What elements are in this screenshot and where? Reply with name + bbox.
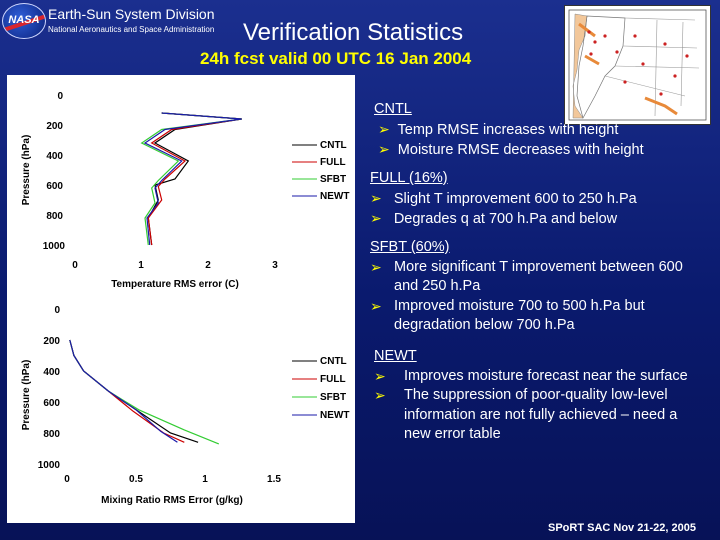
- legend-label-full: FULL: [320, 374, 346, 385]
- temp-ytick: 400: [46, 151, 63, 162]
- moist-xtick: 0: [64, 474, 70, 485]
- list-item: ➢ Slight T improvement 600 to 250 h.Pa: [370, 189, 710, 210]
- station-map: [564, 5, 711, 125]
- moist-legend: CNTL FULL SFBT NEWT: [292, 356, 349, 421]
- moist-ylabel: Pressure (hPa): [21, 360, 32, 431]
- series-line-sfbt: [69, 339, 220, 445]
- series-line-sfbt: [140, 112, 242, 246]
- moist-xtick: 1: [202, 474, 208, 485]
- list-item: ➢ The suppression of poor-quality low-lev…: [374, 386, 714, 445]
- legend-label-cntl: CNTL: [320, 140, 347, 151]
- temp-xtick: 2: [205, 260, 211, 271]
- moist-xtick: 0.5: [129, 474, 143, 485]
- arrow-bullet-icon: ➢: [370, 189, 382, 206]
- notes-heading: FULL (16%): [370, 170, 448, 186]
- notes-heading: SFBT (60%): [370, 239, 450, 255]
- temp-xtick: 3: [272, 260, 278, 271]
- arrow-bullet-icon: ➢: [378, 141, 390, 157]
- moisture-chart: 0 200 400 600 800 1000 0 0.5 1 1.5 Mixin…: [21, 305, 349, 506]
- note-text: Improved moisture 700 to 500 h.Pa but de…: [394, 297, 645, 334]
- plots-panel: 0 200 400 600 800 1000 0 1 2 3 Temperatu…: [7, 75, 355, 523]
- legend-label-newt: NEWT: [320, 191, 349, 202]
- moist-ytick: 200: [43, 336, 60, 347]
- list-item: ➢ More significant T improvement between …: [370, 258, 715, 297]
- list-item: ➢ Improves moisture forecast near the sur…: [374, 367, 714, 387]
- page-title: Verification Statistics: [243, 19, 464, 46]
- temp-ytick: 600: [46, 181, 63, 192]
- arrow-bullet-icon: ➢: [370, 210, 382, 226]
- footer-text: SPoRT SAC Nov 21-22, 2005: [548, 522, 696, 534]
- list-item: ➢ Temp RMSE increases with height: [374, 120, 714, 141]
- arrow-bullet-icon: ➢: [374, 387, 386, 403]
- arrow-bullet-icon: ➢: [378, 120, 390, 137]
- division-name: Earth-Sun System Division: [48, 6, 215, 22]
- moist-ytick: 800: [43, 429, 60, 440]
- nasa-logo: NASA: [2, 3, 46, 39]
- list-item: ➢ Degrades q at 700 h.Pa and below: [370, 209, 710, 230]
- temp-xtick: 1: [138, 260, 144, 271]
- moist-ytick: 1000: [38, 460, 61, 471]
- note-text: Slight T improvement 600 to 250 h.Pa: [393, 190, 637, 207]
- moist-ytick: 600: [43, 398, 60, 409]
- moist-ytick: 400: [43, 367, 60, 378]
- legend-label-cntl: CNTL: [320, 356, 347, 367]
- notes-heading: NEWT: [374, 348, 417, 364]
- agency-name: National Aeronautics and Space Administr…: [48, 25, 215, 34]
- temp-lines: [140, 112, 242, 246]
- series-line-newt: [143, 112, 242, 246]
- notes-newt: NEWT ➢ Improves moisture forecast near th…: [374, 347, 714, 445]
- series-line-cntl: [147, 112, 242, 246]
- note-text: Moisture RMSE decreases with height: [397, 142, 644, 158]
- page-subtitle: 24h fcst valid 00 UTC 16 Jan 2004: [200, 49, 472, 68]
- temp-chart: 0 200 400 600 800 1000 0 1 2 3 Temperatu…: [21, 91, 349, 290]
- series-line-newt: [69, 339, 178, 443]
- temp-ytick: 800: [46, 211, 63, 222]
- legend-label-sfbt: SFBT: [320, 392, 346, 403]
- legend-label-newt: NEWT: [320, 410, 349, 421]
- temp-ytick: 0: [57, 91, 63, 102]
- temp-ytick: 200: [46, 121, 63, 132]
- notes-sfbt: SFBT (60%) ➢ More significant T improveme…: [370, 238, 715, 336]
- temp-ytick: 1000: [43, 241, 66, 252]
- notes-cntl: CNTL ➢ Temp RMSE increases with height ➢…: [374, 100, 714, 161]
- note-text: The suppression of poor-quality low-leve…: [404, 387, 678, 442]
- logo-text: NASA: [8, 14, 40, 26]
- series-line-full: [147, 112, 242, 246]
- moist-lines: [69, 339, 220, 445]
- legend-label-sfbt: SFBT: [320, 174, 346, 185]
- notes-full: FULL (16%) ➢ Slight T improvement 600 to…: [370, 169, 710, 230]
- temp-legend: CNTL FULL SFBT NEWT: [292, 140, 349, 202]
- note-text: More significant T improvement between 6…: [394, 258, 683, 295]
- temp-xlabel: Temperature RMS error (C): [111, 279, 239, 290]
- notes-heading: CNTL: [374, 101, 412, 117]
- temp-ylabel: Pressure (hPa): [21, 135, 32, 206]
- moist-xlabel: Mixing Ratio RMS Error (g/kg): [101, 495, 243, 506]
- moist-ytick: 0: [54, 305, 60, 316]
- arrow-bullet-icon: ➢: [370, 258, 382, 275]
- moist-xtick: 1.5: [267, 474, 281, 485]
- note-text: Improves moisture forecast near the surf…: [404, 367, 688, 384]
- temp-xtick: 0: [72, 260, 78, 271]
- legend-label-full: FULL: [320, 157, 346, 168]
- series-line-full: [69, 339, 185, 443]
- station-map-graphic: [568, 9, 707, 121]
- list-item: ➢ Moisture RMSE decreases with height: [374, 140, 714, 161]
- error-profiles-svg: 0 200 400 600 800 1000 0 1 2 3 Temperatu…: [21, 91, 349, 506]
- arrow-bullet-icon: ➢: [370, 297, 382, 314]
- note-text: Temp RMSE increases with height: [397, 121, 619, 138]
- list-item: ➢ Improved moisture 700 to 500 h.Pa but d…: [370, 297, 715, 336]
- arrow-bullet-icon: ➢: [374, 367, 386, 384]
- note-text: Degrades q at 700 h.Pa and below: [393, 211, 618, 227]
